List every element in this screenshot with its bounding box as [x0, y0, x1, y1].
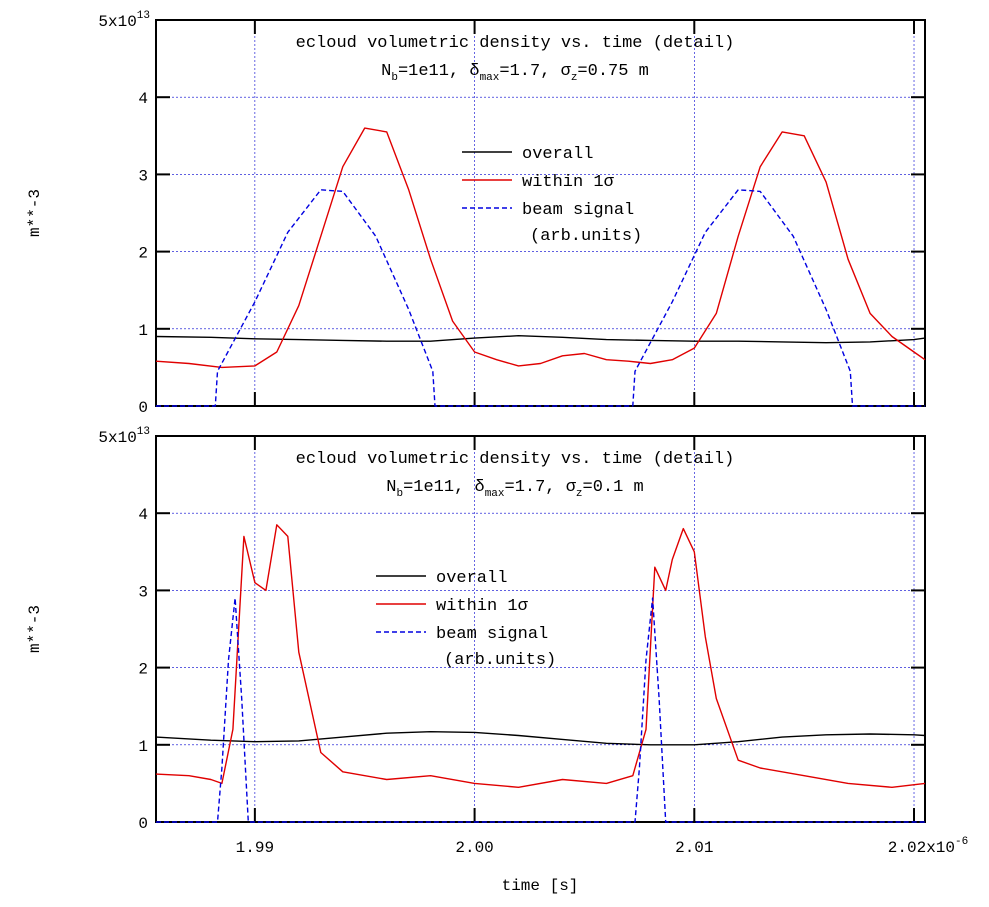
grid: [156, 436, 925, 822]
x-tick-labels: 1.99 2.00 2.01 2.02x10-6: [236, 836, 969, 857]
y-scale-label: 5x1013: [98, 10, 150, 31]
y-axis-label: m**-3: [26, 189, 44, 237]
series-group: [155, 127, 926, 407]
series-group: [155, 524, 926, 823]
chart-title: ecloud volumetric density vs. time (deta…: [296, 450, 735, 469]
series-line-beam-signal: [156, 189, 925, 407]
y-tick-label: 0: [138, 399, 148, 417]
y-tick-label: 1: [138, 738, 148, 756]
legend-label-within: within 1σ: [436, 597, 529, 616]
y-scale-label: 5x1013: [98, 426, 150, 447]
chart-subtitle: Nb=1e11, δmax=1.7, σz=0.75 m: [381, 62, 649, 84]
x-tick-label: 2.02x10-6: [888, 836, 968, 857]
chart-subtitle: Nb=1e11, δmax=1.7, σz=0.1 m: [386, 478, 644, 500]
y-axis-label: m**-3: [26, 605, 44, 653]
chart-title: ecloud volumetric density vs. time (deta…: [296, 34, 735, 53]
y-tick-label: 4: [138, 506, 148, 524]
y-tick-label: 2: [138, 245, 148, 263]
series-line-overall: [155, 335, 926, 344]
legend-label-beam: beam signal (arb.units): [436, 625, 556, 670]
legend-label-beam: beam signal (arb.units): [522, 201, 642, 246]
legend: overall within 1σ beam signal (arb.units): [462, 145, 642, 246]
x-tick-label: 2.00: [455, 839, 493, 857]
y-tick-label: 1: [138, 322, 148, 340]
y-tick-label: 0: [138, 815, 148, 833]
x-tick-label: 1.99: [236, 839, 274, 857]
chart-panel-bottom: 0 1 2 3 4 1.99 2.00 2.01 2.02x10-6 5x1013 eclou…: [26, 426, 968, 857]
chart-panel-top: 0 1 2 3 4 5x1013 ecloud volumetric density v…: [26, 10, 926, 417]
y-tick-label: 4: [138, 90, 148, 108]
y-tick-label: 2: [138, 661, 148, 679]
series-line-within-1-: [155, 127, 926, 369]
x-tick-label: 2.01: [675, 839, 713, 857]
x-axis-label: time [s]: [502, 877, 579, 895]
legend: overall within 1σ beam signal (arb.units): [376, 569, 556, 670]
legend-label-overall: overall: [522, 145, 593, 164]
series-line-within-1-: [155, 524, 926, 788]
y-tick-labels: 0 1 2 3 4: [138, 506, 148, 833]
legend-label-overall: overall: [436, 569, 507, 588]
y-tick-label: 3: [138, 167, 148, 185]
y-tick-labels: 0 1 2 3 4: [138, 90, 148, 417]
grid: [156, 20, 925, 406]
series-line-overall: [155, 731, 926, 746]
y-tick-label: 3: [138, 583, 148, 601]
legend-label-within: within 1σ: [522, 173, 615, 192]
